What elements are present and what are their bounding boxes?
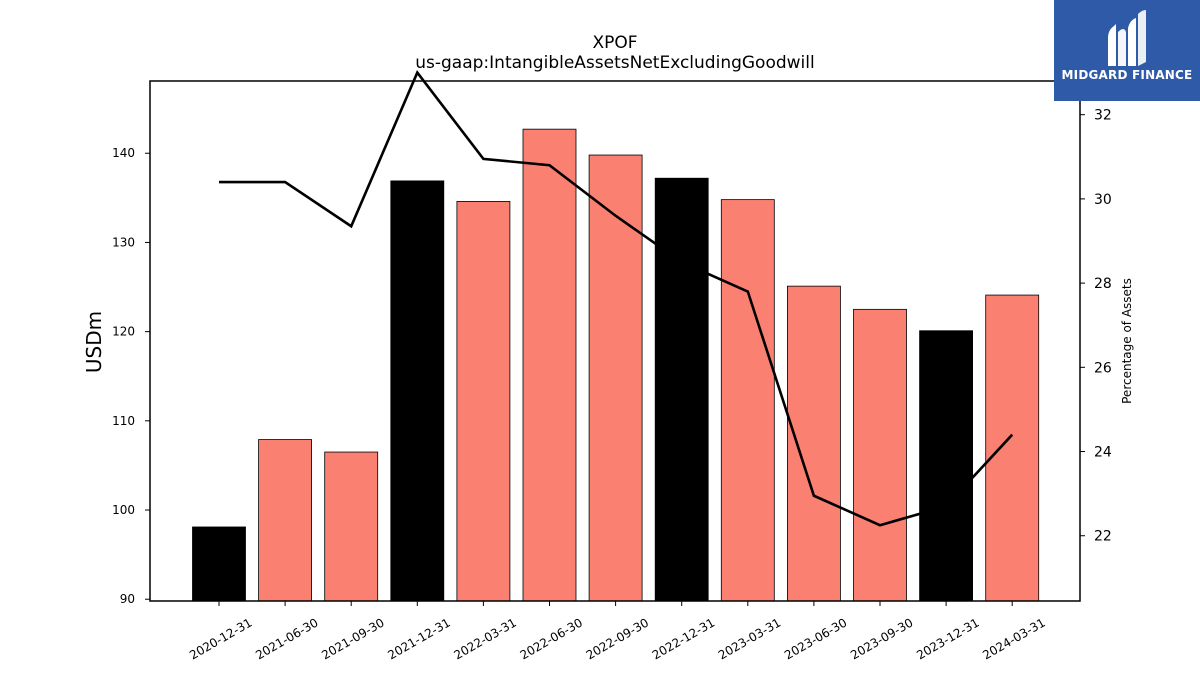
x-tick-label: 2021-06-30	[253, 615, 320, 662]
y-right-tick-label: 26	[1094, 360, 1112, 376]
x-tick-label: 2022-03-31	[451, 615, 518, 662]
x-tick-label: 2021-12-31	[385, 615, 452, 662]
y-left-tick-label: 100	[112, 503, 135, 517]
x-tick-label: 2024-03-31	[980, 615, 1047, 662]
x-tick-label: 2022-12-31	[650, 615, 717, 662]
x-tick-label: 2023-12-31	[914, 615, 981, 662]
logo-text: MIDGARD FINANCE	[1061, 68, 1193, 82]
y-right-tick-label: 28	[1094, 276, 1112, 292]
logo-mark-icon	[1108, 10, 1146, 66]
x-tick-label: 2023-06-30	[782, 615, 849, 662]
bar	[390, 180, 445, 602]
x-tick-label: 2021-09-30	[319, 615, 386, 662]
x-tick-label: 2022-06-30	[518, 615, 585, 662]
x-tick-label: 2022-09-30	[584, 615, 651, 662]
bar	[654, 177, 709, 602]
bar	[787, 285, 841, 602]
line-series	[219, 70, 1014, 527]
y-right-tick-label: 32	[1094, 108, 1112, 124]
y-left-tick-label: 110	[112, 414, 135, 428]
y-axis-left-label: USDm	[82, 311, 106, 373]
bar	[456, 201, 511, 602]
x-tick-label: 2023-03-31	[716, 615, 783, 662]
bar	[919, 330, 973, 602]
y-axis-right-label: Percentage of Assets	[1120, 278, 1134, 404]
bar	[324, 451, 379, 602]
chart-title: XPOF	[592, 33, 637, 53]
y-left-tick-label: 90	[120, 592, 135, 606]
y-right-tick-label: 22	[1094, 529, 1112, 545]
chart-subtitle: us-gaap:IntangibleAssetsNetExcludingGood…	[415, 53, 814, 73]
bar	[853, 308, 907, 602]
y-left-tick-label: 130	[112, 235, 135, 249]
bar	[720, 199, 775, 602]
bar	[522, 128, 577, 602]
y-right-tick-label: 30	[1094, 192, 1112, 208]
x-tick-label: 2023-09-30	[848, 615, 915, 662]
bar-series	[192, 128, 1040, 602]
line-path	[219, 70, 1014, 527]
bar	[192, 526, 246, 602]
bar	[258, 439, 313, 602]
plot-frame	[149, 80, 1081, 602]
bar	[985, 294, 1040, 602]
y-left-tick-label: 140	[112, 146, 135, 160]
y-left-tick-label: 120	[112, 325, 135, 339]
bar	[588, 154, 643, 602]
midgard-finance-logo: MIDGARD FINANCE	[1054, 0, 1200, 101]
x-tick-label: 2020-12-31	[187, 615, 254, 662]
y-right-tick-label: 24	[1094, 445, 1112, 461]
